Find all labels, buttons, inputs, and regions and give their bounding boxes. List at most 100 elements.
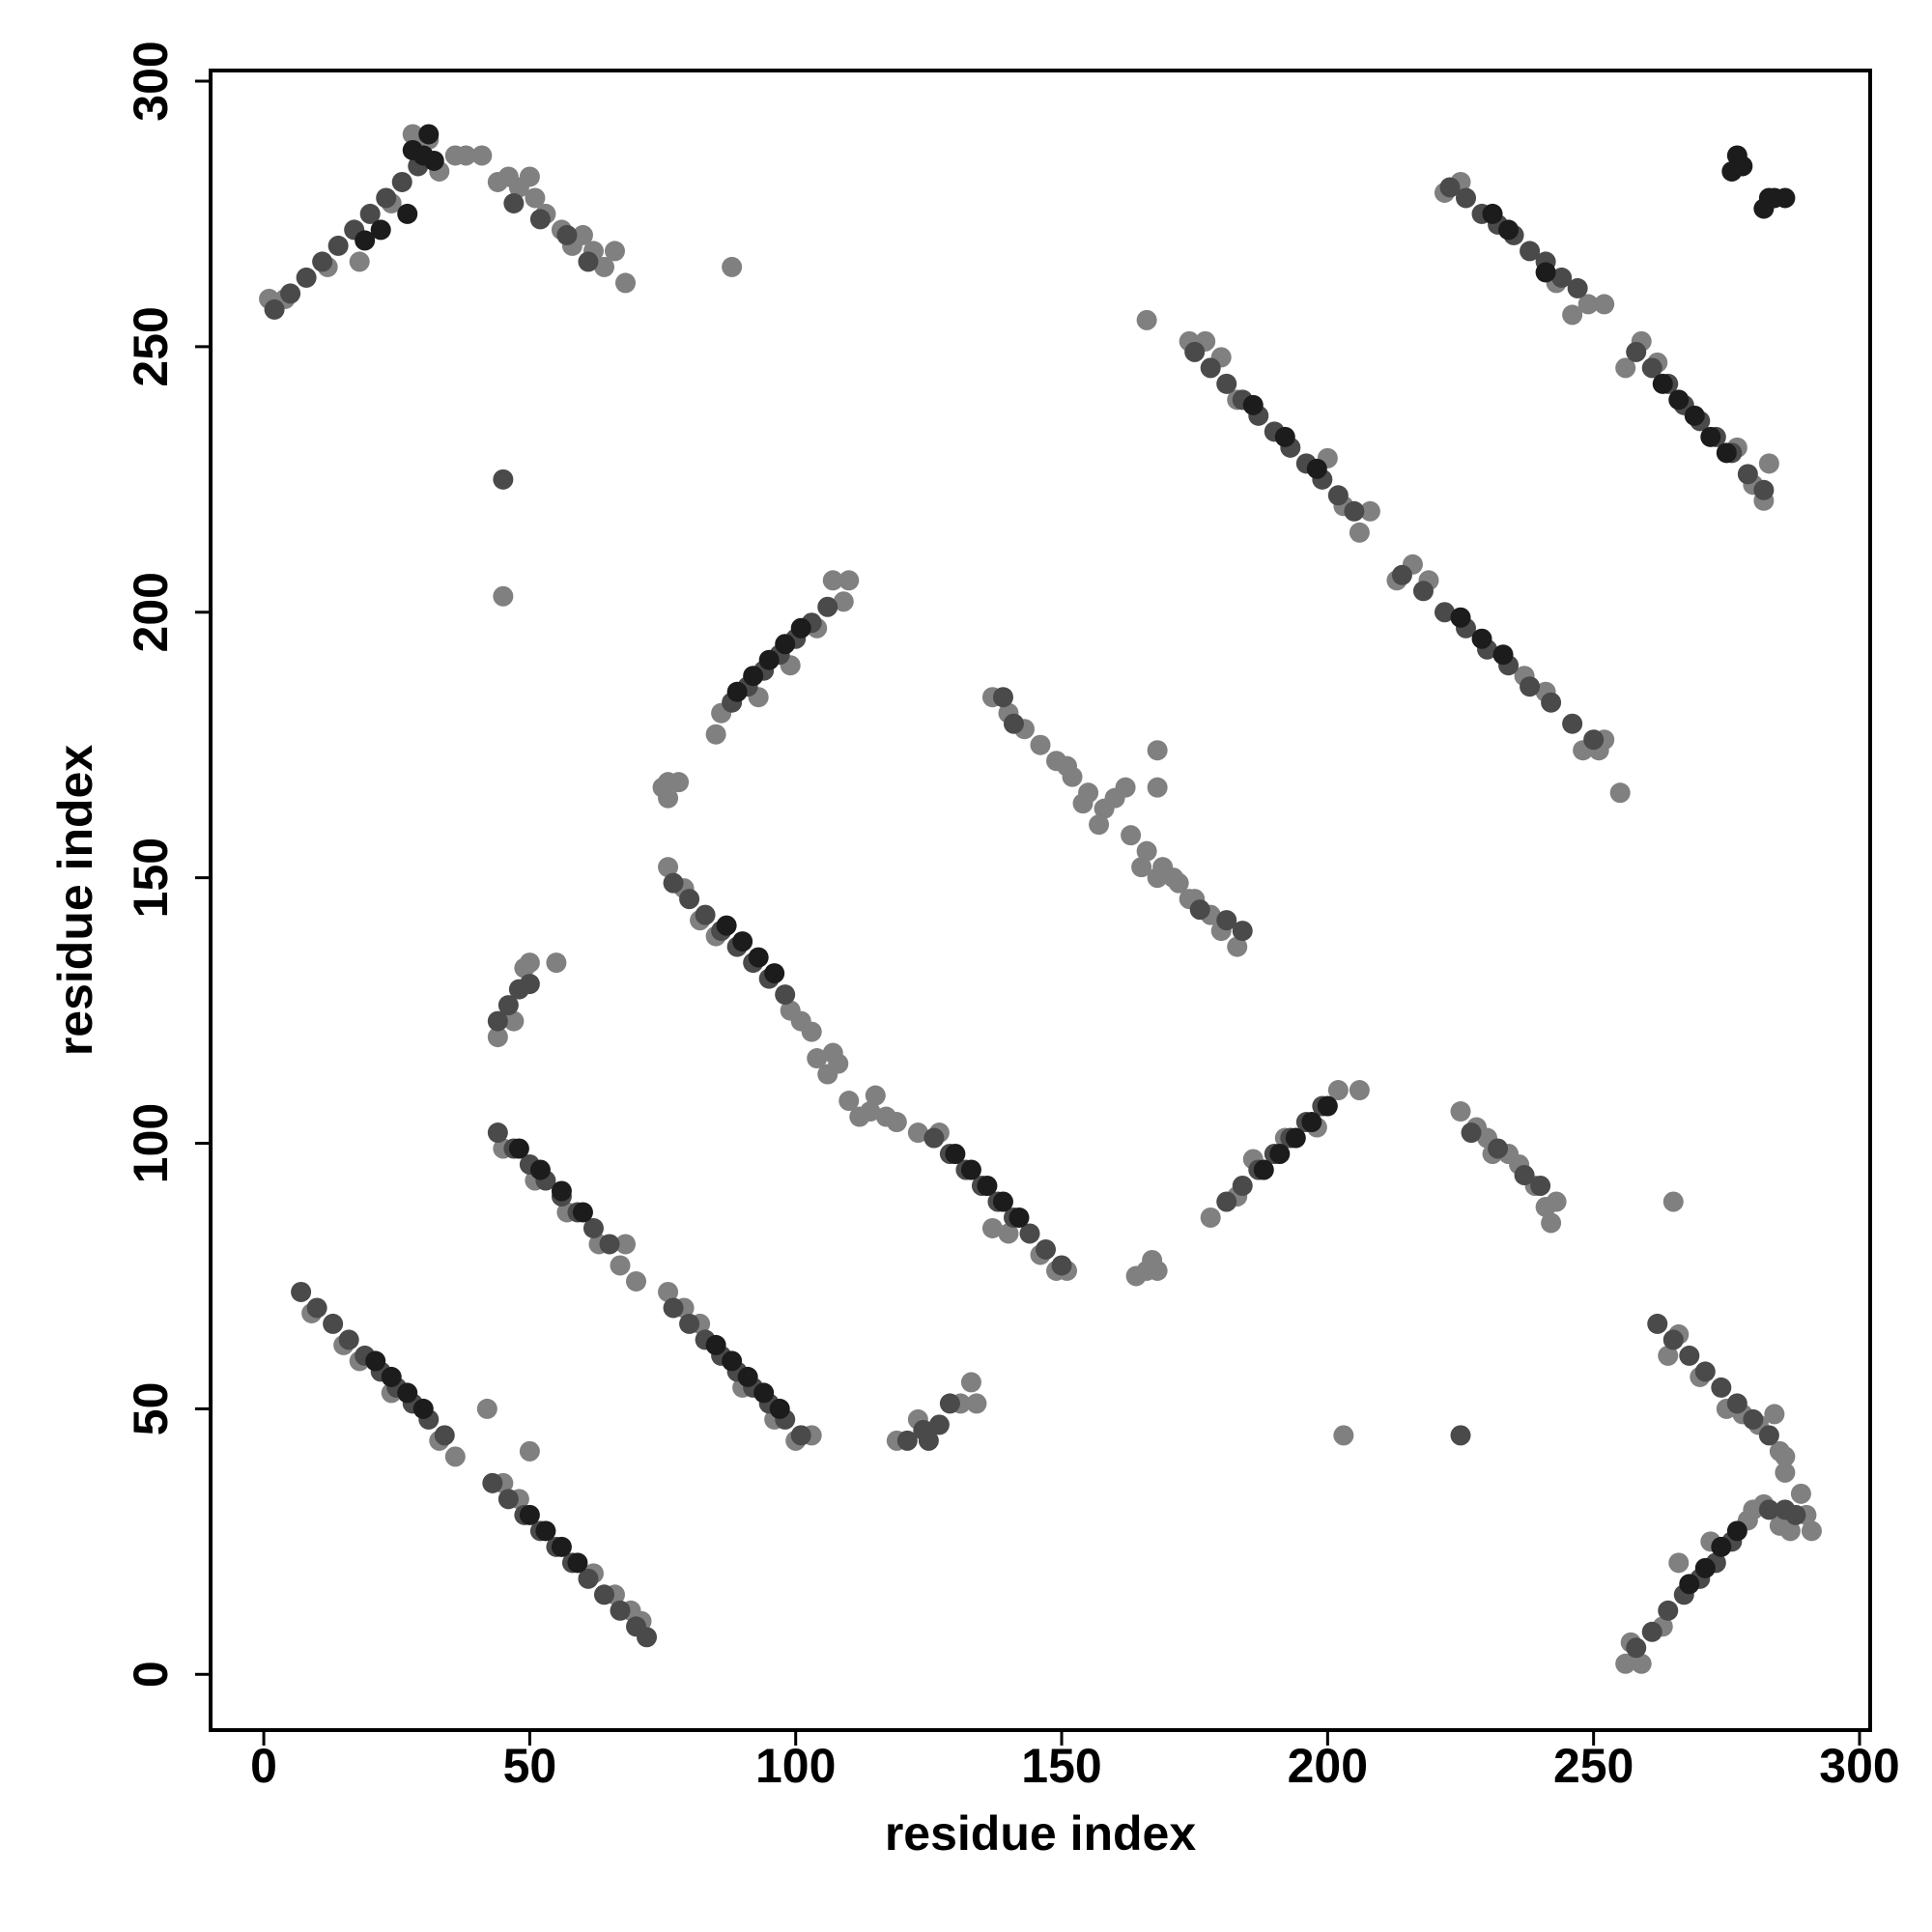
scatter-point xyxy=(1439,177,1461,198)
scatter-point xyxy=(370,219,391,241)
y-tick-label: 300 xyxy=(124,41,178,121)
scatter-point xyxy=(1694,1557,1716,1578)
scatter-point xyxy=(817,596,838,617)
scatter-point xyxy=(1147,867,1168,889)
scatter-point xyxy=(1753,479,1775,500)
scatter-point xyxy=(1775,1446,1796,1467)
scatter-point xyxy=(1242,394,1264,415)
scatter-point xyxy=(658,1281,679,1302)
scatter-point xyxy=(493,585,514,607)
scatter-point xyxy=(626,1270,647,1292)
scatter-point xyxy=(1679,1345,1700,1366)
y-tick-label: 150 xyxy=(124,838,178,918)
scatter-point xyxy=(966,1393,987,1414)
scatter-point xyxy=(1615,357,1636,379)
scatter-point xyxy=(1147,777,1168,798)
scatter-point xyxy=(1779,1520,1801,1542)
scatter-point xyxy=(722,256,743,277)
scatter-point xyxy=(658,857,679,878)
scatter-point xyxy=(1450,1101,1471,1122)
scatter-point xyxy=(758,649,780,670)
scatter-point xyxy=(391,171,412,192)
scatter-point xyxy=(1163,867,1184,889)
scatter-point xyxy=(1631,1653,1652,1674)
scatter-point xyxy=(1030,734,1051,755)
scatter-point xyxy=(1758,453,1779,474)
scatter-point xyxy=(1051,1255,1072,1276)
scatter-point xyxy=(1520,241,1541,262)
scatter-point xyxy=(1577,294,1599,315)
scatter-point xyxy=(658,772,679,793)
scatter-point xyxy=(1716,442,1737,464)
scatter-point xyxy=(637,1627,658,1648)
scatter-point xyxy=(1541,692,1562,713)
scatter-point xyxy=(1790,1483,1811,1504)
scatter-point xyxy=(471,145,493,166)
scatter-point xyxy=(487,1010,508,1032)
scatter-point xyxy=(610,1255,631,1276)
scatter-point xyxy=(306,1297,327,1319)
scatter-point xyxy=(1546,1191,1567,1212)
scatter-point xyxy=(732,931,753,952)
scatter-point xyxy=(1301,1112,1322,1133)
scatter-point xyxy=(860,1101,881,1122)
scatter-point xyxy=(1562,713,1583,734)
scatter-point xyxy=(1349,522,1370,543)
scatter-point xyxy=(519,1440,540,1462)
scatter-point xyxy=(1530,1175,1551,1196)
scatter-point xyxy=(529,1159,551,1180)
scatter-point xyxy=(1668,389,1690,411)
scatter-point xyxy=(1216,1191,1237,1212)
scatter-point xyxy=(312,251,333,272)
scatter-point xyxy=(838,1091,860,1112)
scatter-point xyxy=(1764,1404,1785,1425)
scatter-point xyxy=(1488,1138,1509,1159)
scatter-point xyxy=(743,666,764,687)
scatter-point xyxy=(1327,485,1349,506)
scatter-point xyxy=(567,1552,588,1574)
scatter-point xyxy=(599,1234,620,1255)
scatter-point xyxy=(1306,458,1327,479)
scatter-point xyxy=(928,1414,950,1435)
scatter-point xyxy=(418,124,440,145)
scatter-point xyxy=(280,283,301,304)
scatter-point xyxy=(397,1382,418,1404)
scatter-point xyxy=(769,1398,790,1419)
scatter-point xyxy=(1626,1637,1647,1659)
x-tick-label: 200 xyxy=(1288,1739,1368,1793)
scatter-point xyxy=(1072,793,1094,814)
scatter-point xyxy=(1036,1238,1057,1260)
scatter-point xyxy=(1317,1095,1338,1117)
scatter-point xyxy=(1232,921,1253,942)
scatter-point xyxy=(1189,899,1210,921)
scatter-point xyxy=(556,224,578,245)
scatter-point xyxy=(519,952,540,974)
scatter-point xyxy=(264,298,285,320)
scatter-point xyxy=(582,1217,604,1238)
scatter-point xyxy=(838,570,860,591)
scatter-point xyxy=(705,724,726,745)
scatter-point xyxy=(1775,187,1796,209)
scatter-point xyxy=(1327,1080,1349,1101)
scatter-point xyxy=(1662,1191,1684,1212)
scatter-point xyxy=(918,1430,939,1451)
scatter-point xyxy=(1711,1536,1732,1557)
scatter-point xyxy=(455,145,476,166)
scatter-point xyxy=(775,634,796,655)
scatter-point xyxy=(1456,187,1477,209)
scatter-point xyxy=(1009,1207,1030,1228)
scatter-point xyxy=(1658,1600,1679,1621)
scatter-point xyxy=(1743,1408,1764,1430)
scatter-point xyxy=(807,1048,828,1069)
scatter-point xyxy=(1551,267,1573,288)
scatter-point xyxy=(1136,840,1157,862)
scatter-point xyxy=(476,1398,497,1419)
scatter-point xyxy=(508,1138,529,1159)
scatter-point xyxy=(764,963,785,984)
scatter-point xyxy=(519,166,540,187)
scatter-point xyxy=(1626,341,1647,362)
x-tick-label: 150 xyxy=(1021,1739,1101,1793)
scatter-point xyxy=(1057,755,1078,777)
scatter-point xyxy=(1232,1175,1253,1196)
